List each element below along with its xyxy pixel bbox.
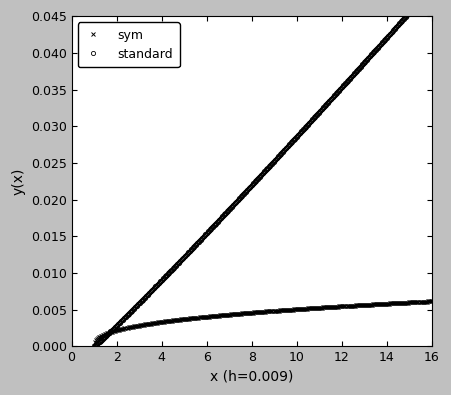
Y-axis label: y(x): y(x)	[11, 167, 25, 195]
sym	[310, 306, 316, 310]
standard	[115, 322, 120, 327]
standard	[272, 158, 277, 163]
sym	[380, 301, 386, 306]
sym	[220, 313, 226, 318]
standard	[387, 32, 392, 37]
sym	[92, 344, 97, 349]
standard	[209, 226, 214, 230]
Line: sym: sym	[92, 299, 434, 348]
Line: standard: standard	[92, 0, 434, 348]
sym	[429, 299, 434, 304]
standard	[380, 39, 386, 44]
X-axis label: x (h=0.009): x (h=0.009)	[210, 370, 294, 384]
Legend: sym, standard: sym, standard	[78, 23, 179, 67]
sym	[279, 308, 284, 313]
sym	[290, 307, 295, 312]
standard	[92, 344, 97, 349]
sym	[161, 319, 167, 324]
